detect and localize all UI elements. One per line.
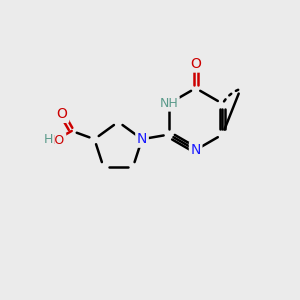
Text: N: N <box>190 143 201 157</box>
Text: O: O <box>190 57 201 71</box>
Text: N: N <box>137 132 147 146</box>
Text: H: H <box>44 134 53 146</box>
Text: HO: HO <box>46 134 65 147</box>
Text: O: O <box>57 107 68 121</box>
Text: NH: NH <box>160 97 178 110</box>
